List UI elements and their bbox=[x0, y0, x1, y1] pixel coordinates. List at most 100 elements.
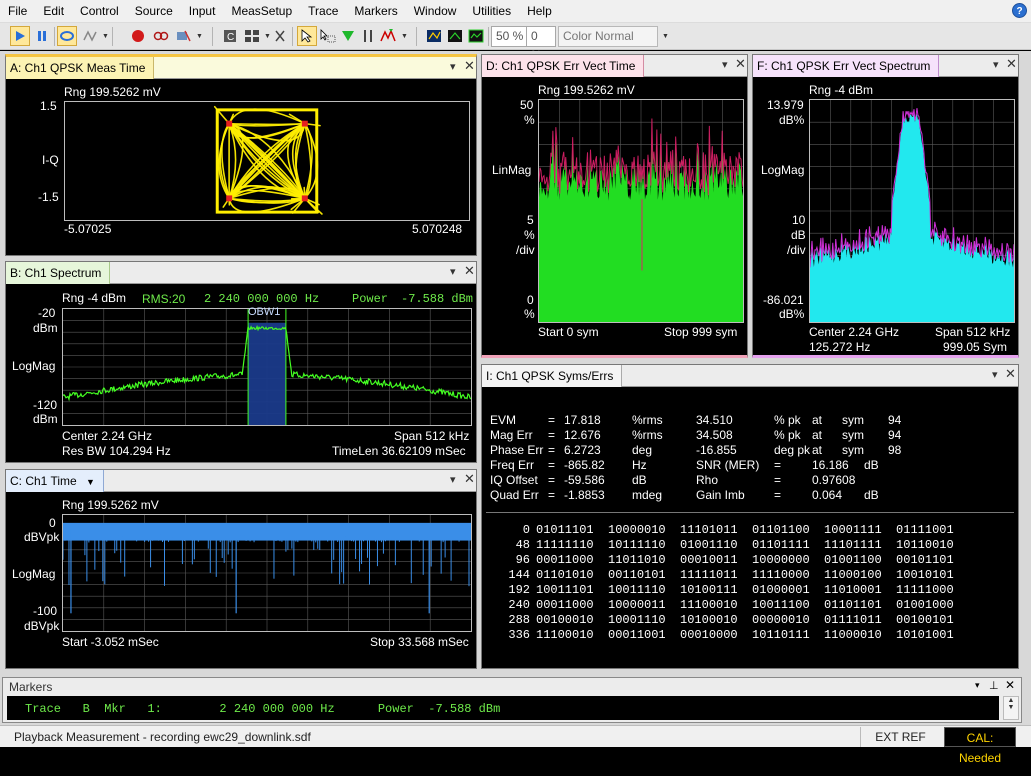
help-icon[interactable]: ? bbox=[1012, 3, 1027, 18]
pane-b-power-value: -7.588 dBm bbox=[401, 292, 474, 306]
iq-trajectory bbox=[304, 123, 313, 199]
markers-close-icon[interactable]: ✕ bbox=[1005, 678, 1016, 692]
pane-d-y-top-unit: % bbox=[524, 113, 535, 127]
pause-button[interactable] bbox=[32, 26, 52, 46]
menu-window[interactable]: Window bbox=[413, 4, 457, 18]
pane-c-menu-icon[interactable]: ▾ bbox=[450, 474, 456, 486]
pane-f-plot[interactable] bbox=[809, 99, 1015, 323]
peak-button[interactable] bbox=[378, 26, 398, 46]
pane-d-title[interactable]: D: Ch1 QPSK Err Vect Time bbox=[482, 55, 645, 77]
pane-c-title[interactable]: C: Ch1 Time ▼ bbox=[6, 470, 104, 492]
symbol-bits: 11111110 10111110 01001110 01101111 1110… bbox=[536, 538, 954, 552]
pointer-button[interactable] bbox=[297, 26, 317, 46]
zoom-button[interactable] bbox=[318, 26, 338, 46]
error-at: at bbox=[812, 428, 823, 442]
display-button-2[interactable] bbox=[445, 26, 465, 46]
menu-markers[interactable]: Markers bbox=[354, 4, 398, 18]
menu-trace[interactable]: Trace bbox=[308, 4, 339, 18]
time-chart bbox=[63, 515, 471, 631]
pane-d-menu-icon[interactable]: ▾ bbox=[722, 59, 728, 71]
scale-button[interactable] bbox=[270, 26, 290, 46]
pane-c-title-dropdown-icon[interactable]: ▼ bbox=[86, 477, 95, 487]
pane-f-close-icon[interactable]: ✕ bbox=[1006, 56, 1017, 71]
pane-a-y-mid: I-Q bbox=[42, 153, 59, 167]
play-button[interactable] bbox=[10, 26, 30, 46]
menu-input[interactable]: Input bbox=[188, 4, 216, 18]
pane-d-close-icon[interactable]: ✕ bbox=[735, 56, 746, 71]
pane-a-menu-icon[interactable]: ▾ bbox=[450, 61, 456, 73]
color-mode-dropdown-icon[interactable]: ▼ bbox=[662, 33, 669, 40]
pane-f-res: 125.272 Hz bbox=[809, 340, 871, 354]
error-idx: 94 bbox=[888, 413, 902, 427]
layout-button[interactable] bbox=[242, 26, 262, 46]
iq-trajectory bbox=[215, 108, 319, 214]
color-mode-select[interactable]: Color Normal bbox=[558, 26, 658, 47]
markers-scrollbar[interactable]: ▲ ▼ bbox=[1003, 696, 1019, 720]
pane-d-plot[interactable] bbox=[538, 99, 744, 323]
pane-a-title[interactable]: A: Ch1 QPSK Meas Time bbox=[6, 57, 155, 79]
symbol-index: 144 bbox=[508, 568, 530, 582]
symbol-bits: 01101010 00110101 11111011 11110000 1100… bbox=[536, 568, 954, 582]
pane-b-title[interactable]: B: Ch1 Spectrum bbox=[6, 262, 111, 284]
pane-i-menu-icon[interactable]: ▾ bbox=[992, 369, 998, 381]
menu-source[interactable]: Source bbox=[134, 4, 173, 18]
menu-utilities[interactable]: Utilities bbox=[472, 4, 512, 18]
pane-c-plot[interactable] bbox=[62, 514, 472, 632]
pane-b-close-icon[interactable]: ✕ bbox=[464, 263, 475, 278]
pane-a-close-icon[interactable]: ✕ bbox=[464, 58, 475, 73]
pane-f-menu-icon[interactable]: ▾ bbox=[993, 59, 999, 71]
symbol-table: 0 01011101 10000010 11101011 01101100 100… bbox=[482, 387, 1018, 668]
percent-field-1[interactable]: 50 % bbox=[491, 26, 533, 47]
menu-meassetup[interactable]: MeasSetup bbox=[231, 4, 293, 18]
menu-control[interactable]: Control bbox=[80, 4, 119, 18]
pane-a-range: Rng 199.5262 mV bbox=[64, 85, 161, 99]
band-marker-button[interactable] bbox=[358, 26, 378, 46]
pane-d-header: D: Ch1 QPSK Err Vect Time ▾ ✕ bbox=[482, 55, 747, 77]
markers-menu-icon[interactable]: ▾ bbox=[975, 680, 980, 690]
menu-file[interactable]: File bbox=[8, 4, 28, 18]
menu-help[interactable]: Help bbox=[527, 4, 552, 18]
recorder-settings-button[interactable] bbox=[173, 26, 193, 46]
record-button[interactable] bbox=[128, 26, 148, 46]
percent-field-2[interactable]: 0 % bbox=[526, 26, 556, 62]
tape-button[interactable] bbox=[151, 26, 171, 46]
symbol-index: 0 bbox=[522, 523, 530, 537]
pane-i-close-icon[interactable]: ✕ bbox=[1005, 366, 1016, 381]
pane-b-plot[interactable] bbox=[62, 308, 472, 426]
peak-dropdown-icon[interactable]: ▼ bbox=[401, 33, 408, 40]
pane-b-menu-icon[interactable]: ▾ bbox=[450, 266, 456, 278]
loop-icon bbox=[60, 31, 74, 41]
menu-edit[interactable]: Edit bbox=[43, 4, 65, 18]
tape-icon bbox=[153, 31, 169, 41]
iq-symbol-point bbox=[226, 195, 233, 202]
error-eq: = bbox=[548, 443, 556, 457]
trigger-dropdown-icon[interactable]: ▼ bbox=[102, 33, 109, 40]
channel-button[interactable]: C bbox=[220, 26, 240, 46]
continuous-button[interactable] bbox=[57, 26, 77, 46]
trigger-button[interactable] bbox=[80, 26, 100, 46]
pane-f-y-mid: LogMag bbox=[761, 163, 805, 177]
pane-c-title-text: C: Ch1 Time bbox=[10, 474, 77, 488]
trigger-icon bbox=[83, 30, 97, 42]
layout-dropdown-icon[interactable]: ▼ bbox=[264, 33, 271, 40]
marker-button[interactable] bbox=[338, 26, 358, 46]
pane-f-title[interactable]: F: Ch1 QPSK Err Vect Spectrum bbox=[753, 55, 940, 77]
pane-c-close-icon[interactable]: ✕ bbox=[464, 471, 475, 486]
error-unit2: = bbox=[774, 473, 782, 487]
error-unit: %rms bbox=[632, 428, 663, 442]
iq-trajectory bbox=[294, 123, 306, 199]
error-unit2: = bbox=[774, 488, 782, 502]
error-name: IQ Offset bbox=[490, 473, 538, 487]
pane-i-title[interactable]: I: Ch1 QPSK Syms/Errs bbox=[482, 365, 623, 387]
iq-trajectory bbox=[228, 123, 306, 199]
markers-pin-icon[interactable]: ⊥ bbox=[989, 680, 999, 692]
pane-a-plot[interactable] bbox=[64, 101, 470, 221]
iq-symbol-point bbox=[301, 195, 308, 202]
display-trace-icon bbox=[468, 29, 484, 43]
display-button-1[interactable] bbox=[424, 26, 444, 46]
symbol-bits: 10011101 10011110 10100111 01000001 1101… bbox=[536, 583, 954, 597]
display-button-3[interactable] bbox=[466, 26, 486, 46]
iq-constellation-chart bbox=[213, 105, 323, 215]
recorder-dropdown-icon[interactable]: ▼ bbox=[196, 33, 203, 40]
error-extra: dB bbox=[864, 458, 879, 472]
